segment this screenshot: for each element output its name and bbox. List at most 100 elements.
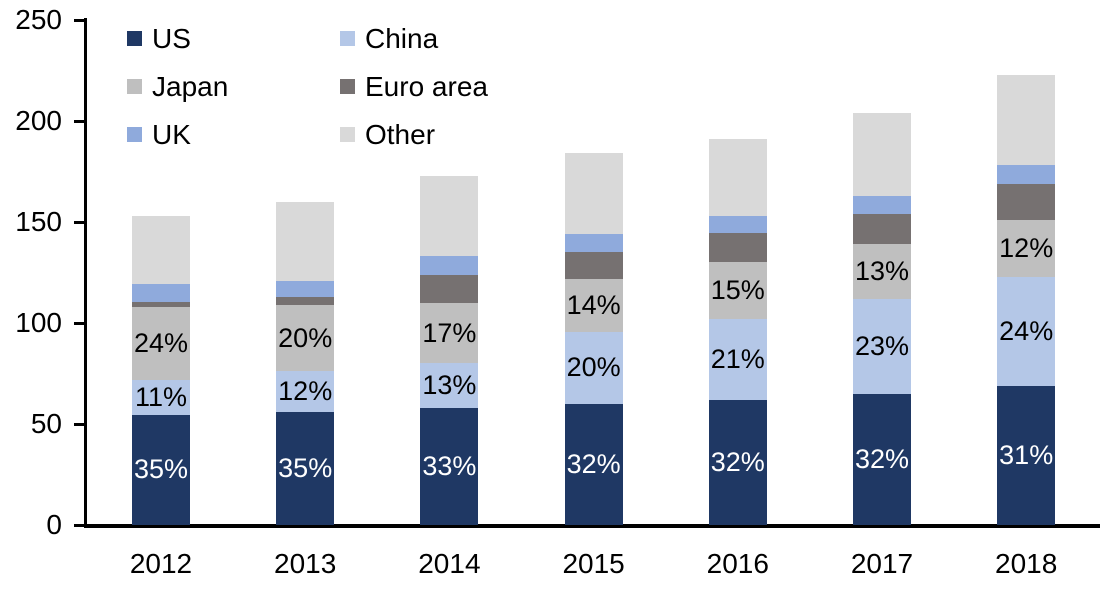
bar-segment-uk	[132, 283, 190, 302]
x-axis-tick-label: 2017	[850, 548, 914, 579]
bar-segment-china: 23%	[853, 298, 911, 394]
segment-value-label: 14%	[566, 289, 621, 320]
bar-2017: 32% 23% 13%	[853, 112, 911, 525]
legend-label: Japan	[152, 71, 229, 102]
y-axis-tick	[74, 18, 85, 22]
y-axis-tick-label: 0	[46, 509, 62, 540]
bar-segment-euro-area	[564, 252, 623, 279]
bar-segment-japan: 14%	[564, 278, 623, 333]
bar-segment-us: 32%	[564, 403, 623, 525]
legend-item-uk: UK	[127, 120, 340, 149]
y-axis-tick	[74, 119, 85, 123]
segment-value-label: 20%	[566, 352, 621, 383]
segment-value-label: 12%	[999, 232, 1054, 263]
bar-2015: 32% 20% 14%	[564, 153, 623, 525]
bar-segment-uk	[564, 234, 623, 253]
bar-segment-japan: 24%	[132, 306, 190, 380]
bar-segment-uk	[853, 195, 911, 214]
bar-segment-other	[276, 201, 335, 281]
segment-value-label: 32%	[710, 446, 765, 477]
y-axis-tick	[74, 523, 85, 527]
bar-segment-us: 35%	[276, 411, 335, 525]
y-axis-tick-label: 150	[15, 206, 62, 237]
bar-segment-euro-area	[276, 296, 335, 305]
bar-2016: 32% 21% 15%	[708, 139, 767, 525]
x-axis-line	[84, 524, 1100, 528]
legend-swatch-icon	[340, 79, 355, 94]
bar-segment-us: 31%	[997, 385, 1056, 525]
legend-swatch-icon	[340, 31, 355, 46]
legend-label: Euro area	[365, 71, 488, 102]
bar-segment-euro-area	[420, 274, 479, 303]
x-axis-tick-label: 2014	[418, 548, 481, 579]
legend-item-euro-area: Euro area	[340, 72, 488, 101]
legend-swatch-icon	[127, 127, 142, 142]
legend-swatch-icon	[127, 31, 142, 46]
legend-item-other: Other	[340, 120, 488, 149]
bar-segment-other	[853, 112, 911, 196]
segment-value-label: 24%	[999, 315, 1054, 346]
bar-segment-other	[420, 175, 479, 257]
bar-segment-uk	[420, 256, 479, 275]
bar-segment-us: 35%	[132, 414, 190, 525]
segment-value-label: 33%	[422, 450, 477, 481]
segment-value-label: 32%	[854, 443, 910, 474]
bar-segment-china: 21%	[708, 318, 767, 400]
bar-segment-other	[997, 74, 1056, 166]
bar-segment-china: 24%	[997, 276, 1056, 386]
bar-segment-uk	[997, 165, 1056, 184]
bar-segment-japan: 17%	[420, 302, 479, 364]
legend-label: China	[365, 23, 439, 54]
segment-value-label: 24%	[133, 327, 189, 358]
legend-item-china: China	[340, 24, 488, 53]
segment-value-label: 13%	[854, 255, 910, 286]
bar-2012: 35% 11% 24%	[132, 215, 190, 525]
segment-value-label: 12%	[278, 376, 333, 407]
x-axis-tick-label: 2015	[562, 548, 625, 579]
segment-value-label: 11%	[134, 381, 188, 412]
y-axis-tick-label: 250	[15, 4, 62, 35]
bar-segment-us: 33%	[420, 407, 479, 525]
bar-segment-japan: 20%	[276, 304, 335, 372]
segment-value-label: 23%	[854, 330, 910, 361]
segment-value-label: 21%	[710, 343, 765, 374]
bar-2013: 35% 12% 20%	[276, 201, 335, 525]
segment-value-label: 31%	[999, 439, 1054, 470]
bar-segment-euro-area	[853, 213, 911, 245]
legend-item-us: US	[127, 24, 340, 53]
segment-value-label: 35%	[278, 452, 333, 483]
y-axis-tick-label: 100	[15, 307, 62, 338]
legend-label: US	[152, 23, 191, 54]
y-axis-tick-label: 200	[15, 105, 62, 136]
legend-swatch-icon	[127, 79, 142, 94]
bar-segment-euro-area	[132, 301, 190, 307]
bar-segment-china: 11%	[132, 379, 190, 415]
segment-value-label: 17%	[422, 317, 477, 348]
segment-value-label: 32%	[566, 448, 621, 479]
segment-value-label: 13%	[422, 370, 477, 401]
bar-2014: 33% 13% 17%	[420, 175, 479, 525]
y-axis-line	[84, 18, 87, 528]
x-axis-tick-label: 2013	[274, 548, 337, 579]
bar-segment-japan: 13%	[853, 244, 911, 299]
y-axis-tick	[74, 422, 85, 426]
bar-segment-other	[132, 215, 190, 284]
bar-segment-euro-area	[708, 233, 767, 263]
x-axis-tick-label: 2016	[706, 548, 769, 579]
legend-label: Other	[365, 119, 436, 150]
y-axis-tick	[74, 220, 85, 224]
legend-item-japan: Japan	[127, 72, 340, 101]
bar-segment-japan: 12%	[997, 219, 1056, 277]
x-axis-tick-label: 2012	[129, 548, 193, 579]
bar-segment-other	[708, 139, 767, 216]
bar-segment-other	[564, 153, 623, 235]
bar-segment-uk	[708, 215, 767, 234]
legend: US China Japan Euro area UK Other	[127, 24, 488, 149]
x-axis-tick-label: 2018	[995, 548, 1058, 579]
bar-segment-uk	[276, 280, 335, 297]
bar-segment-euro-area	[997, 183, 1056, 220]
bar-segment-us: 32%	[853, 393, 911, 525]
y-axis-tick-label: 50	[30, 408, 62, 439]
segment-value-label: 15%	[710, 275, 765, 306]
bar-segment-china: 13%	[420, 363, 479, 408]
